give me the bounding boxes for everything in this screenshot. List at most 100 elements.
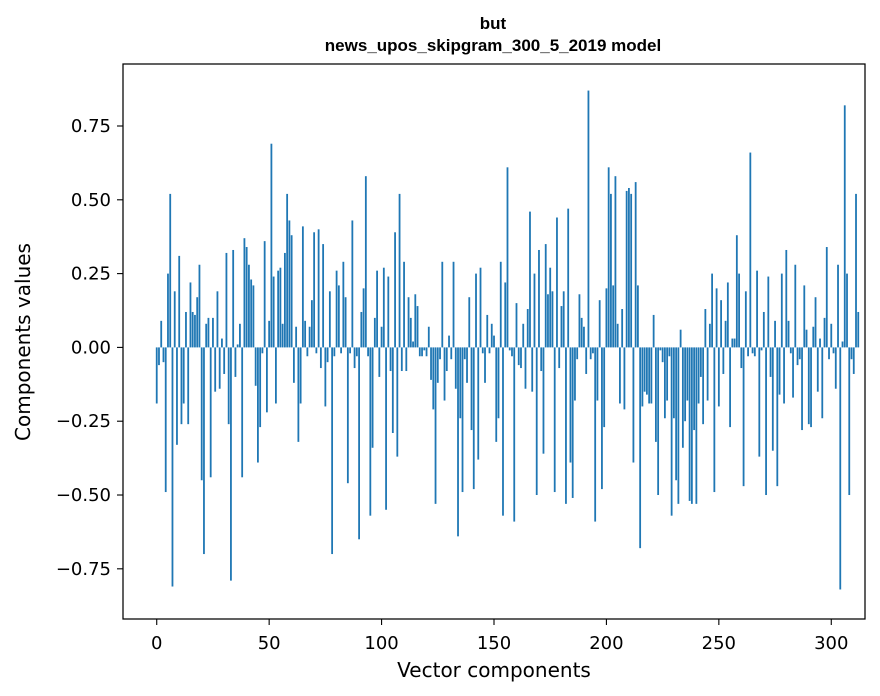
bar-component-6 xyxy=(169,193,172,348)
bar-component-34 xyxy=(232,249,235,348)
bar-component-140 xyxy=(470,347,473,431)
bar-component-158 xyxy=(511,347,513,357)
bar-component-106 xyxy=(394,232,396,348)
bar-component-301 xyxy=(832,347,835,354)
bar-component-2 xyxy=(160,320,163,348)
bar-component-267 xyxy=(756,270,758,348)
bar-component-298 xyxy=(825,247,828,348)
x-tick-label: 300 xyxy=(814,633,848,654)
bar-component-272 xyxy=(767,276,770,348)
bar-component-68 xyxy=(308,326,311,348)
bar-component-198 xyxy=(601,347,603,490)
bar-component-271 xyxy=(765,347,767,496)
bar-component-169 xyxy=(535,347,538,496)
bar-component-291 xyxy=(810,347,812,428)
bar-component-23 xyxy=(207,317,210,348)
bar-component-228 xyxy=(668,347,671,357)
bar-component-204 xyxy=(614,176,617,348)
bar-component-26 xyxy=(214,347,217,392)
bar-component-74 xyxy=(322,244,325,348)
bar-component-219 xyxy=(648,347,651,404)
bar-component-269 xyxy=(760,347,763,351)
bar-component-178 xyxy=(556,217,558,348)
bar-component-29 xyxy=(221,338,223,348)
bar-component-283 xyxy=(792,347,794,398)
bar-component-197 xyxy=(598,300,601,348)
bar-component-83 xyxy=(342,261,345,348)
bar-component-287 xyxy=(801,347,803,431)
bar-component-77 xyxy=(328,291,331,348)
bar-component-107 xyxy=(396,347,399,457)
bar-component-215 xyxy=(639,347,642,549)
bar-component-309 xyxy=(850,347,853,360)
bar-component-40 xyxy=(245,247,248,348)
bar-component-273 xyxy=(769,347,772,377)
bar-component-268 xyxy=(758,347,761,457)
bar-component-133 xyxy=(454,347,457,389)
bar-component-257 xyxy=(733,338,736,348)
y-tick-label: −0.75 xyxy=(56,559,111,580)
bar-component-175 xyxy=(549,267,552,348)
bar-component-12 xyxy=(182,347,185,404)
bar-component-145 xyxy=(481,347,484,354)
bar-component-232 xyxy=(677,347,680,504)
x-axis-ticks: 0 50 100 150 200 250 300 xyxy=(151,619,848,654)
bar-component-93 xyxy=(364,176,367,348)
bar-component-305 xyxy=(841,341,844,348)
bar-component-20 xyxy=(200,347,203,481)
plot-area xyxy=(122,63,866,620)
bar-component-231 xyxy=(675,347,678,481)
bar-component-139 xyxy=(468,297,471,348)
bar-component-176 xyxy=(551,291,554,348)
bar-component-108 xyxy=(398,193,401,348)
bar-component-226 xyxy=(663,347,666,419)
bar-component-80 xyxy=(335,270,338,348)
bar-component-64 xyxy=(299,347,302,404)
bar-component-244 xyxy=(704,309,707,348)
bar-component-193 xyxy=(589,347,592,360)
bar-component-87 xyxy=(351,220,354,348)
bar-component-277 xyxy=(778,347,781,395)
bar-component-146 xyxy=(484,347,486,383)
bar-component-243 xyxy=(702,347,705,425)
bar-component-190 xyxy=(583,326,585,348)
bar-component-174 xyxy=(547,294,549,348)
bar-component-282 xyxy=(789,347,792,354)
bar-component-159 xyxy=(513,347,516,522)
bar-component-39 xyxy=(243,238,246,348)
bar-component-296 xyxy=(821,347,824,419)
x-tick-label: 50 xyxy=(258,633,281,654)
bar-component-65 xyxy=(301,226,304,348)
bar-component-286 xyxy=(798,347,801,360)
bar-component-166 xyxy=(529,211,531,348)
bar-component-113 xyxy=(409,317,412,348)
bar-component-59 xyxy=(288,220,291,348)
bar-component-92 xyxy=(362,288,365,348)
bar-component-28 xyxy=(218,347,221,389)
bar-component-167 xyxy=(531,347,534,392)
bar-component-125 xyxy=(436,347,439,383)
bar-component-24 xyxy=(209,347,212,478)
bar-component-270 xyxy=(762,311,765,348)
bar-component-49 xyxy=(266,347,268,413)
bar-component-255 xyxy=(729,347,731,428)
bar-component-141 xyxy=(472,347,475,490)
bar-component-94 xyxy=(367,347,369,357)
bar-component-229 xyxy=(670,347,673,516)
bar-component-223 xyxy=(657,347,660,496)
chart-title-line2: news_upos_skipgram_300_5_2019 model xyxy=(325,36,661,55)
y-axis-ticks: −0.75 −0.50 −0.25 0.00 0.25 0.50 0.75 xyxy=(56,116,123,580)
bar-component-242 xyxy=(699,347,702,377)
bar-component-75 xyxy=(324,347,327,407)
x-tick-label: 150 xyxy=(477,633,511,654)
bar-component-279 xyxy=(783,347,785,404)
bar-component-124 xyxy=(434,347,437,504)
bar-component-247 xyxy=(711,273,713,348)
bar-component-52 xyxy=(272,276,275,348)
bar-component-245 xyxy=(706,347,709,401)
bar-component-284 xyxy=(794,264,797,348)
bar-component-261 xyxy=(742,347,745,487)
bar-component-46 xyxy=(259,347,262,428)
bar-component-132 xyxy=(452,261,455,348)
bar-component-42 xyxy=(250,279,253,348)
